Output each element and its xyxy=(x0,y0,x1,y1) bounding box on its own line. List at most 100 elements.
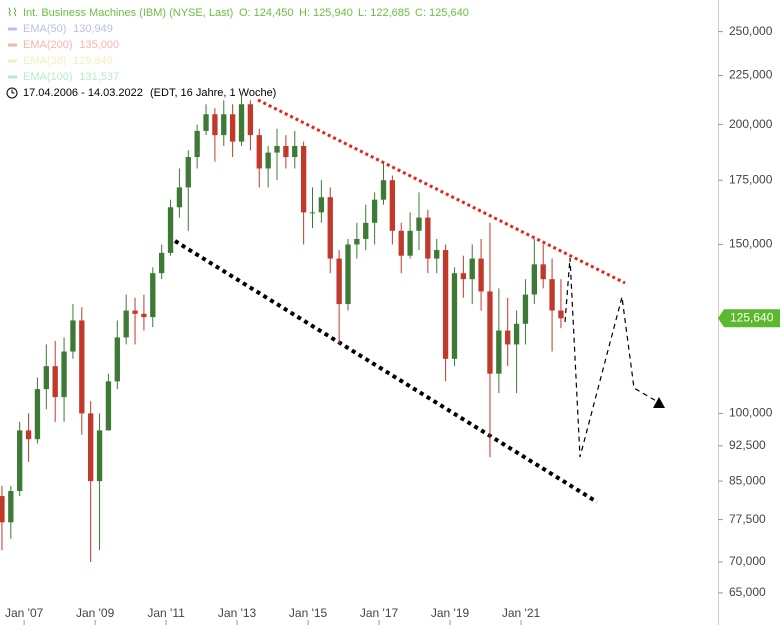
y-tick-label: 92,500 xyxy=(729,438,766,452)
candle-body xyxy=(150,273,156,318)
candle-body xyxy=(451,273,458,359)
candle-body xyxy=(496,330,502,374)
candle-body xyxy=(531,264,537,295)
y-tick-label: 100,000 xyxy=(729,406,773,420)
candle-body xyxy=(416,217,422,231)
candle-body xyxy=(61,351,67,398)
support-line xyxy=(173,239,599,504)
legend-value: 129,849 xyxy=(73,55,113,67)
period-info: (EDT, 16 Jahre, 1 Woche) xyxy=(150,87,276,99)
x-tick-label: Jan '15 xyxy=(289,606,328,620)
legend-swatch xyxy=(8,75,17,79)
candle-body xyxy=(336,258,342,305)
x-tick-label: Jan '19 xyxy=(431,606,470,620)
candle-body xyxy=(327,197,333,259)
candle-body xyxy=(309,212,316,214)
candle-body xyxy=(114,337,120,382)
price-tag-label: 125,640 xyxy=(730,310,774,324)
candle-body xyxy=(221,114,227,136)
x-tick-label: Jan '09 xyxy=(76,606,115,620)
candle-body xyxy=(229,114,236,142)
candle-body xyxy=(265,152,271,169)
candle-body xyxy=(132,310,138,314)
candle-body xyxy=(380,180,387,200)
projection-arrow xyxy=(653,397,665,408)
candle-body xyxy=(203,114,209,131)
candle-body xyxy=(292,145,298,158)
x-tick-label: Jan '17 xyxy=(360,606,399,620)
candle-body xyxy=(274,145,280,153)
quote-open: O: 124,450 xyxy=(239,7,293,19)
candle-body xyxy=(434,250,440,259)
candle-body xyxy=(8,491,14,523)
clock-icon xyxy=(6,87,18,99)
legend-swatch xyxy=(8,27,17,31)
quote-high: H: 125,940 xyxy=(299,7,353,19)
candle-body xyxy=(0,496,5,523)
legend-value: 130,949 xyxy=(73,23,113,35)
quote-low: L: 122,685 xyxy=(358,7,410,19)
y-tick-label: 65,000 xyxy=(729,585,766,599)
candle-body xyxy=(52,366,58,398)
candle-body xyxy=(300,145,307,213)
legend-label: EMA(100) xyxy=(23,71,73,83)
candle-body xyxy=(318,197,325,213)
candle-body xyxy=(159,252,165,274)
x-tick-label: Jan '07 xyxy=(5,606,44,620)
y-tick-label: 200,000 xyxy=(729,117,773,131)
candle-body xyxy=(17,430,23,492)
candle-body xyxy=(212,114,218,136)
candle-body xyxy=(79,320,85,414)
candle-body xyxy=(167,207,174,253)
candle-body xyxy=(425,217,431,259)
candle-body xyxy=(540,264,546,280)
candle-body xyxy=(522,294,529,324)
candle-body xyxy=(558,310,564,319)
candle-body xyxy=(34,389,41,440)
x-tick-label: Jan '11 xyxy=(147,606,185,620)
candle-body xyxy=(123,310,129,338)
price-tag xyxy=(718,309,780,328)
legend-swatch xyxy=(8,59,17,63)
header: ⌇⌇ Int. Business Machines (IBM) (NYSE, L… xyxy=(6,7,469,99)
candle-body xyxy=(283,145,289,158)
candle-body xyxy=(256,135,262,169)
y-tick-label: 77,500 xyxy=(729,512,766,526)
legend-swatch xyxy=(8,43,17,47)
y-tick-label: 150,000 xyxy=(729,237,773,251)
candle-body xyxy=(238,104,245,142)
candle-body xyxy=(345,244,351,305)
candle-body xyxy=(407,230,413,256)
candle-body xyxy=(354,238,360,245)
candle-body xyxy=(389,180,396,231)
candle-body xyxy=(105,381,112,431)
legend-value: 131,537 xyxy=(79,71,119,83)
candle-body xyxy=(88,413,94,482)
candle-body xyxy=(194,130,200,158)
candle-body xyxy=(363,222,369,239)
x-tick-label: Jan '21 xyxy=(502,606,541,620)
candle-body xyxy=(505,330,511,345)
candle-body xyxy=(185,157,191,188)
candle-body xyxy=(371,199,378,223)
y-tick-label: 225,000 xyxy=(729,68,773,82)
candle-body xyxy=(478,258,484,292)
candle-body xyxy=(442,250,449,359)
legend-label: EMA(50) xyxy=(23,23,66,35)
legend-label: EMA(200) xyxy=(23,39,73,51)
y-tick-label: 250,000 xyxy=(729,24,773,38)
candle-body xyxy=(460,273,467,280)
candle-body xyxy=(469,258,475,280)
chart-icon: ⌇⌇ xyxy=(7,7,18,19)
candle-body xyxy=(398,230,404,256)
candle-body xyxy=(96,430,103,482)
candle-body xyxy=(25,430,32,440)
period: 17.04.2006 - 14.03.2022 xyxy=(23,87,143,99)
candle-body xyxy=(549,279,555,311)
projection-line xyxy=(564,257,659,458)
y-tick-label: 175,000 xyxy=(729,172,773,186)
resistance-line xyxy=(257,98,626,285)
chart-title: Int. Business Machines (IBM) (NYSE, Last… xyxy=(23,7,233,19)
x-tick-label: Jan '13 xyxy=(218,606,257,620)
